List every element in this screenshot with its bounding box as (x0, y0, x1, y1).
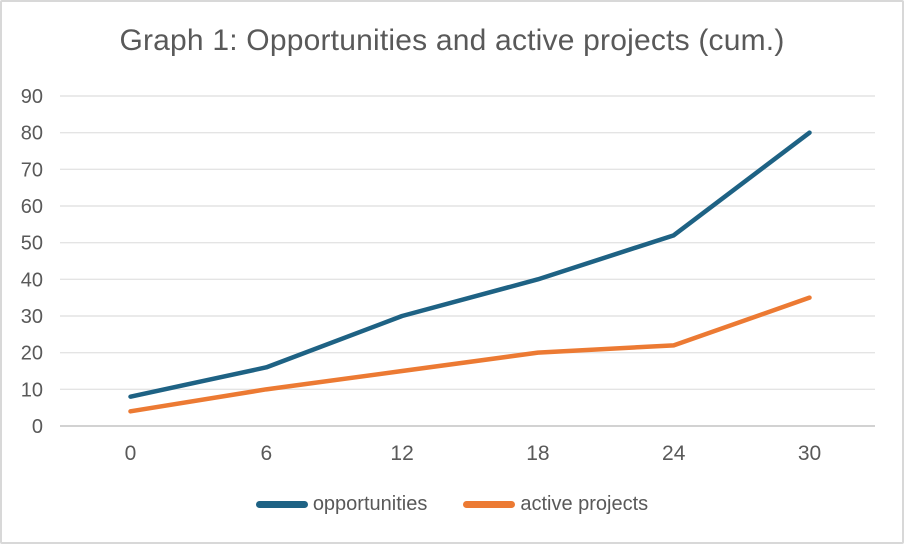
legend: opportunities active projects (2, 493, 902, 516)
legend-item-opportunities: opportunities (255, 493, 428, 516)
x-tick-label: 6 (260, 442, 272, 465)
y-tick-label: 80 (21, 123, 43, 145)
y-tick-label: 90 (21, 86, 43, 108)
x-tick-label: 12 (390, 442, 413, 465)
series-line-opportunities (128, 130, 812, 399)
y-tick-label: 40 (21, 269, 43, 291)
chart-title: Graph 1: Opportunities and active projec… (119, 24, 785, 57)
legend-label-active-projects: active projects (520, 493, 649, 515)
x-tick-label: 18 (526, 442, 549, 465)
x-tick-label: 24 (662, 442, 686, 465)
y-tick-label: 70 (21, 159, 43, 181)
y-tick-label: 20 (21, 343, 43, 365)
series-line-active-projects (128, 295, 812, 414)
y-tick-label: 10 (21, 379, 43, 401)
legend-label-opportunities: opportunities (312, 493, 428, 515)
x-tick-label: 30 (798, 442, 821, 465)
legend-item-active-projects: active projects (463, 493, 648, 516)
x-tick-label: 0 (125, 442, 137, 465)
legend-swatch-opportunities-icon (255, 501, 308, 508)
y-tick-label: 50 (21, 233, 43, 255)
legend-swatch-active-projects-icon (463, 501, 516, 508)
y-tick-label: 60 (21, 196, 43, 218)
y-tick-label: 0 (32, 416, 43, 438)
y-tick-label: 30 (21, 306, 43, 328)
